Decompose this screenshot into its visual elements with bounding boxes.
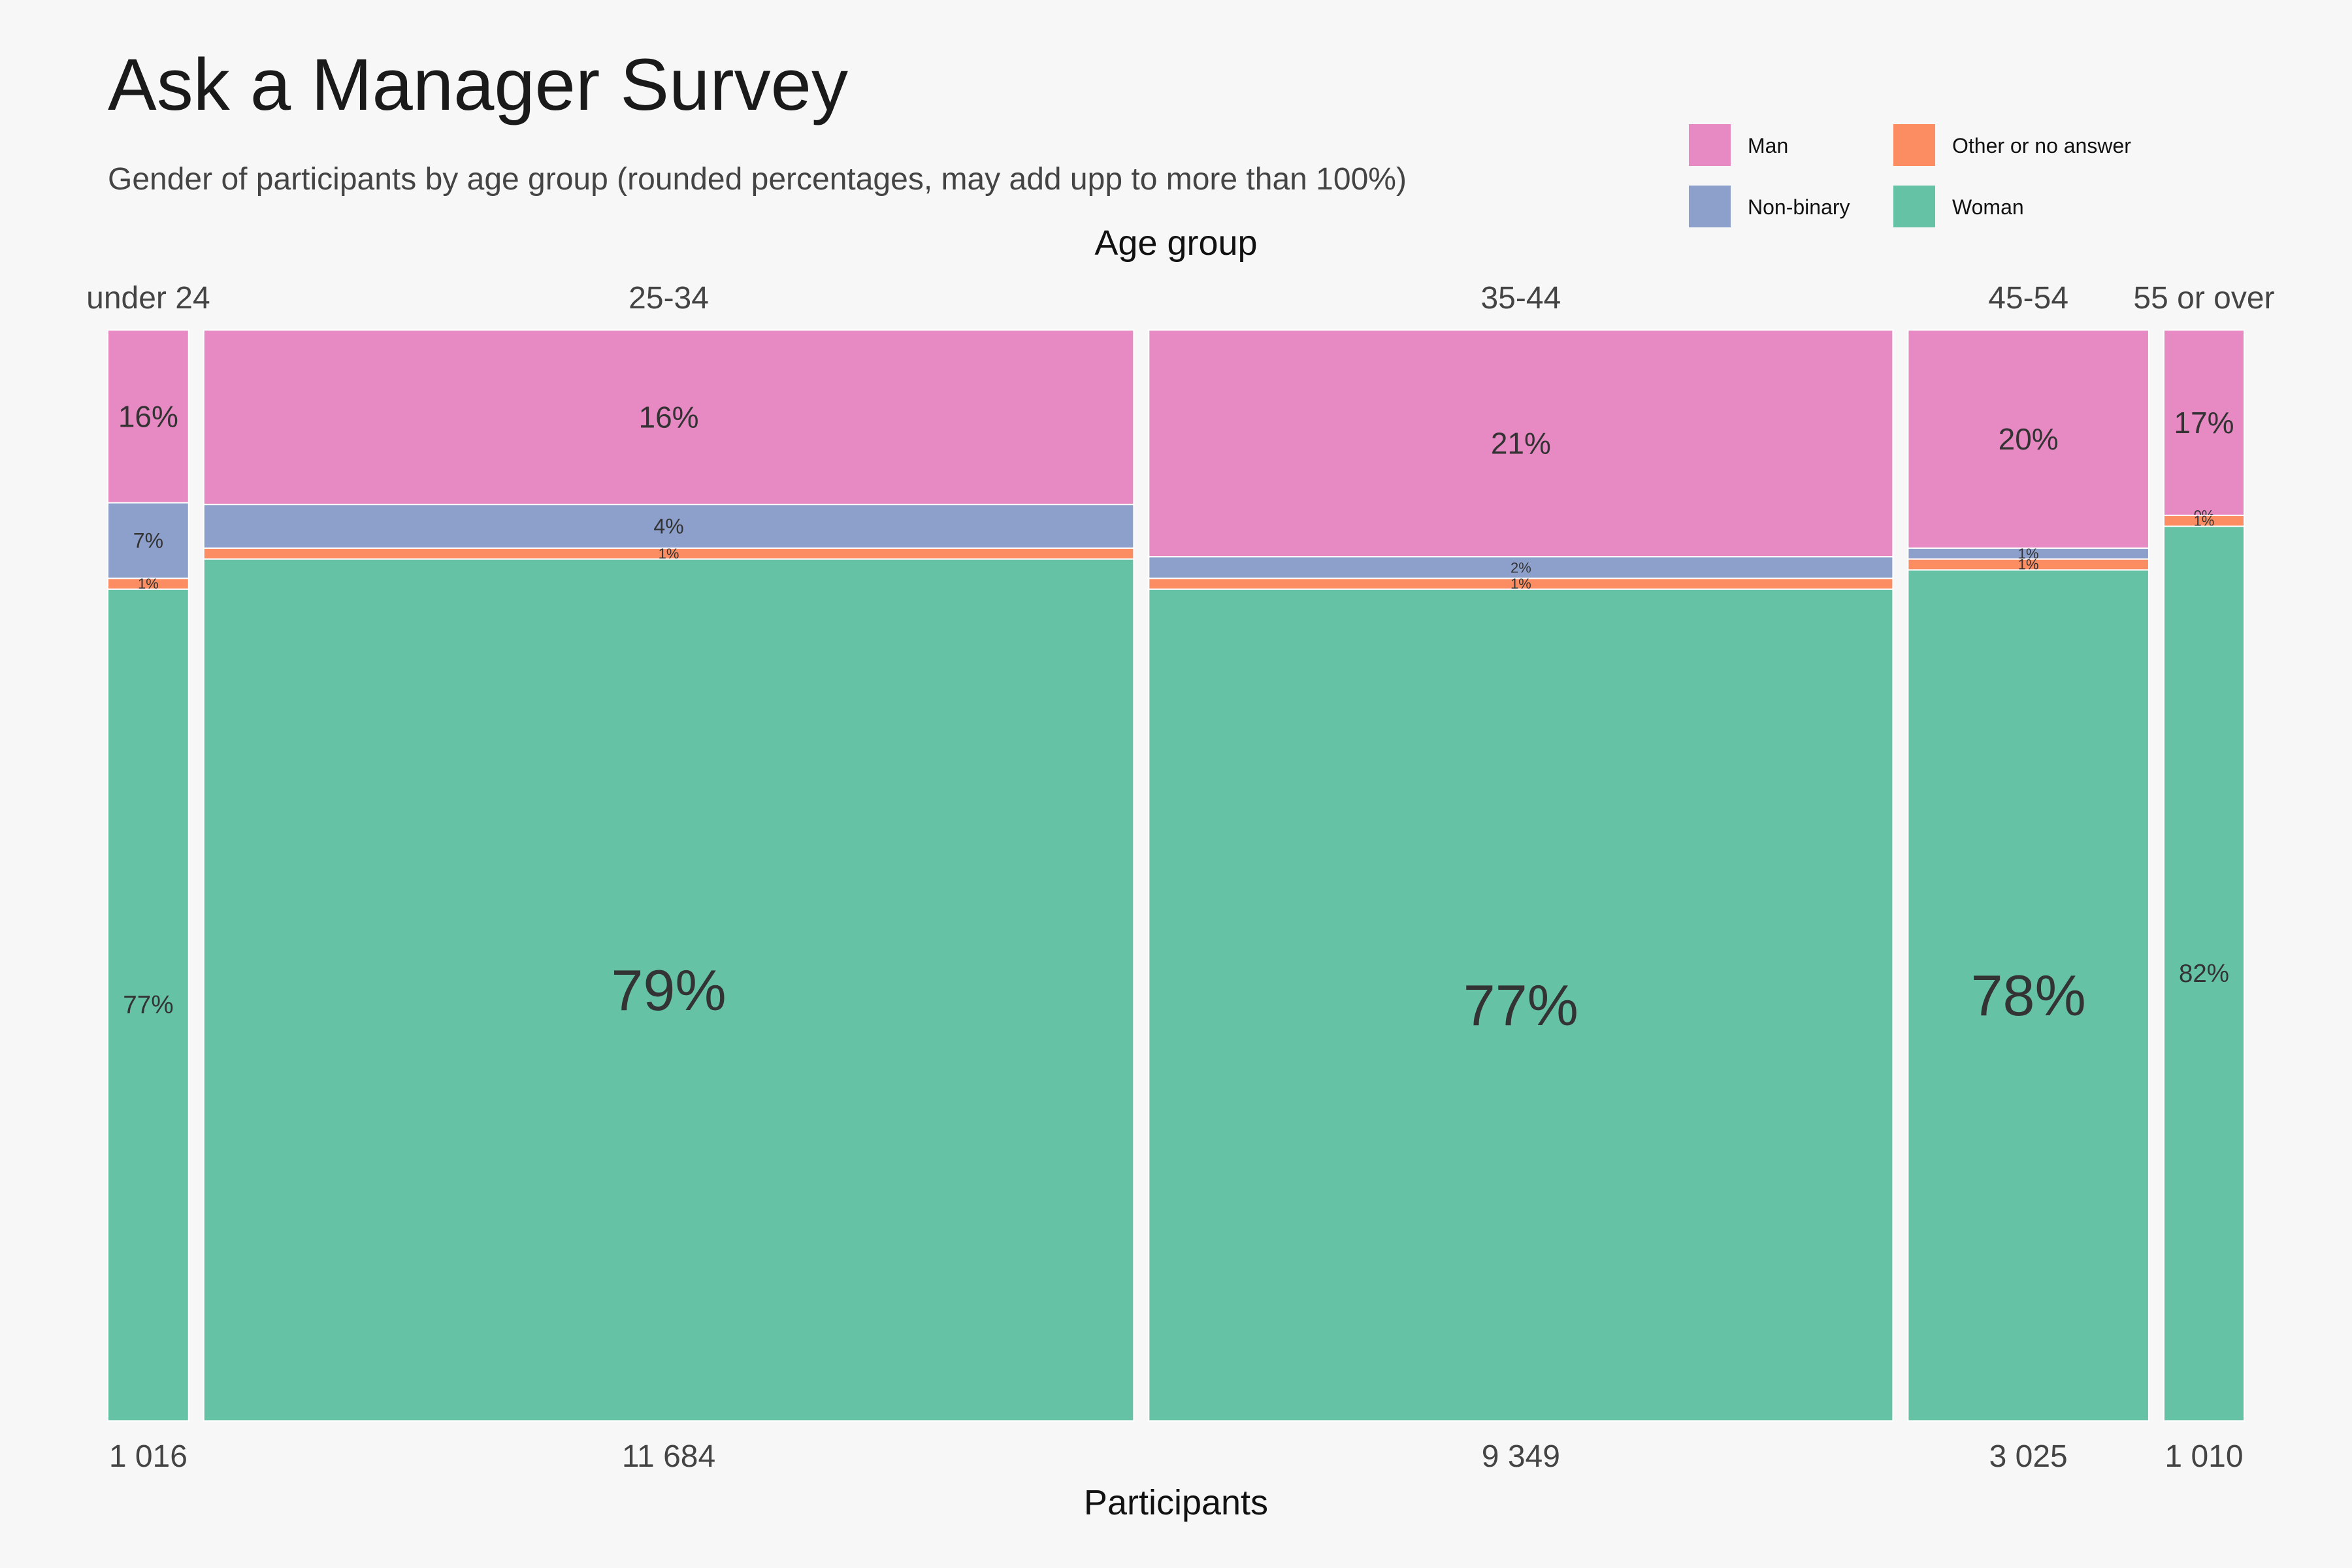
segment-label-35-44-woman: 77% bbox=[1463, 973, 1578, 1037]
count-label-35-44: 9 349 bbox=[1482, 1439, 1560, 1474]
count-label-55-or-over: 1 010 bbox=[2164, 1439, 2243, 1474]
segment-label-under-24-woman: 77% bbox=[123, 991, 173, 1019]
group-label-45-54: 45-54 bbox=[1988, 281, 2068, 316]
segment-25-34-non-binary bbox=[203, 504, 1135, 549]
segment-label-25-34-non-binary: 4% bbox=[653, 515, 683, 538]
segment-label-55-or-over-woman: 82% bbox=[2179, 960, 2229, 988]
segment-35-44-woman bbox=[1148, 588, 1894, 1422]
segment-label-55-or-over-man: 17% bbox=[2174, 406, 2234, 440]
x-axis-label: Participants bbox=[1084, 1483, 1268, 1522]
legend: Man Other or no answer Non-binary Woman bbox=[1689, 124, 2131, 227]
chart-title: Ask a Manager Survey bbox=[108, 44, 848, 125]
count-label-25-34: 11 684 bbox=[622, 1439, 715, 1474]
segment-35-44-man bbox=[1148, 329, 1894, 558]
segment-label-35-44-non-binary: 2% bbox=[1511, 559, 1531, 576]
count-label-45-54: 3 025 bbox=[1989, 1439, 2068, 1474]
segment-label-under-24-man: 16% bbox=[118, 399, 178, 433]
legend-swatch-woman bbox=[1893, 186, 1935, 227]
top-axis-label: Age group bbox=[1094, 223, 1257, 263]
segment-label-45-54-woman: 78% bbox=[1971, 963, 2086, 1028]
plot-area: 16%7%1%77%under 241 01616%4%1%79%25-3411… bbox=[86, 281, 2274, 1474]
group-label-under-24: under 24 bbox=[86, 281, 210, 316]
chart-subtitle: Gender of participants by age group (rou… bbox=[108, 162, 1407, 197]
legend-label-woman: Woman bbox=[1952, 195, 2024, 219]
segment-label-35-44-man: 21% bbox=[1491, 427, 1551, 461]
segment-under-24-non-binary bbox=[107, 502, 189, 580]
group-label-25-34: 25-34 bbox=[629, 281, 709, 316]
segment-45-54-woman bbox=[1907, 569, 2149, 1422]
group-label-55-or-over: 55 or over bbox=[2133, 281, 2274, 316]
count-label-under-24: 1 016 bbox=[109, 1439, 188, 1474]
legend-label-other-or-no-answer: Other or no answer bbox=[1952, 134, 2131, 157]
segment-25-34-man bbox=[203, 329, 1135, 506]
legend-label-non-binary: Non-binary bbox=[1748, 195, 1850, 219]
segment-under-24-man bbox=[107, 329, 189, 504]
group-label-35-44: 35-44 bbox=[1480, 281, 1561, 316]
legend-label-man: Man bbox=[1748, 134, 1788, 157]
segment-label-25-34-man: 16% bbox=[639, 400, 699, 434]
legend-swatch-non-binary bbox=[1689, 186, 1731, 227]
legend-swatch-other-or-no-answer bbox=[1893, 124, 1935, 166]
segment-label-under-24-non-binary: 7% bbox=[133, 529, 163, 552]
segment-45-54-man bbox=[1907, 329, 2149, 549]
segment-55-or-over-man bbox=[2163, 329, 2246, 516]
segment-25-34-woman bbox=[203, 558, 1135, 1422]
segment-label-45-54-man: 20% bbox=[1999, 422, 2059, 456]
segment-under-24-woman bbox=[107, 588, 189, 1422]
legend-swatch-man bbox=[1689, 124, 1731, 166]
segment-55-or-over-woman bbox=[2163, 525, 2246, 1422]
segment-label-25-34-woman: 79% bbox=[611, 958, 726, 1022]
